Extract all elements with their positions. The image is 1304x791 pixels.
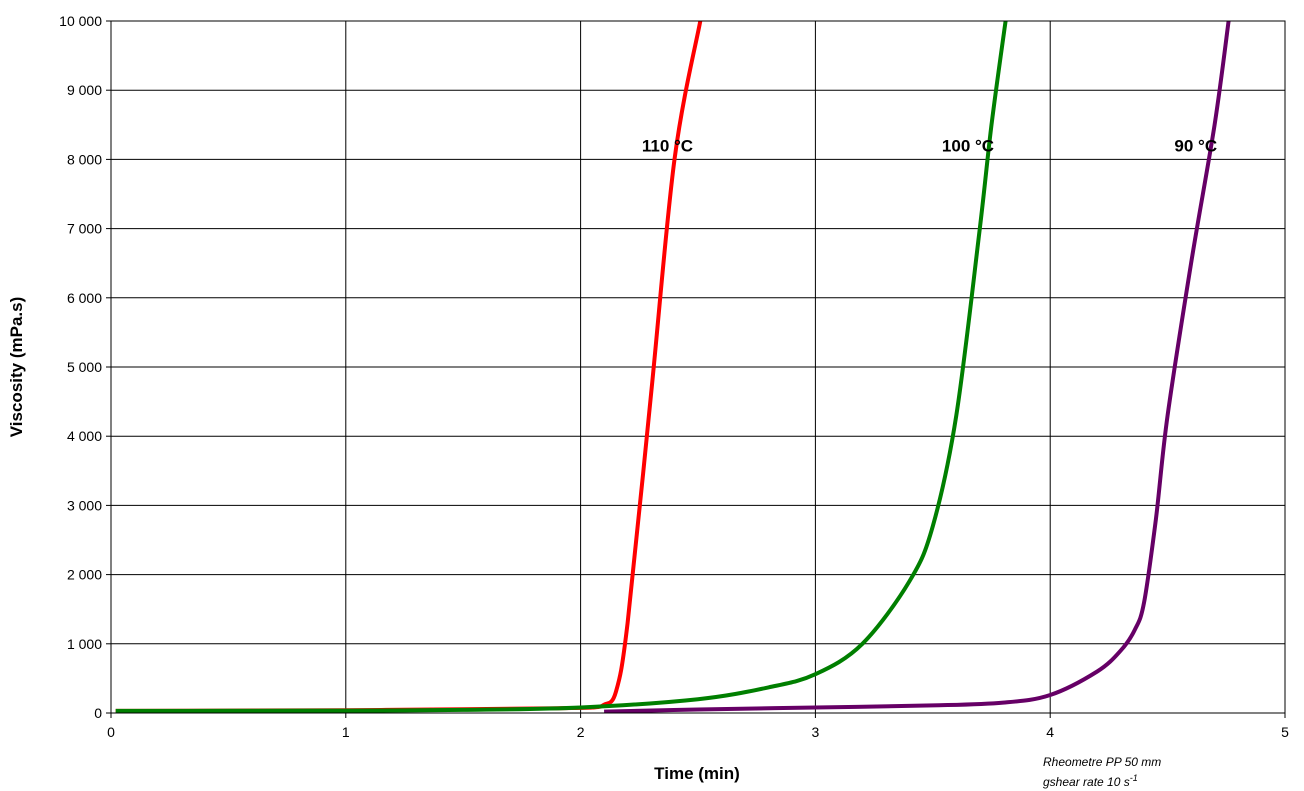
series-layer: [115, 20, 1231, 713]
y-tick-label: 1 000: [67, 636, 102, 652]
annotation-line-2-text: gshear rate 10 s: [1043, 775, 1130, 789]
series-label-100-c: 100 °C: [942, 137, 994, 156]
y-tick-label: 7 000: [67, 221, 102, 237]
axis-layer: 0 1 000 2 000 3 000 4 000 5 000 6 000 7 000 8 00…: [59, 13, 1289, 740]
x-tick-label: 2: [577, 724, 585, 740]
y-tick-label: 10 000: [59, 13, 102, 29]
x-tick-label: 0: [107, 724, 115, 740]
x-tick-label: 1: [342, 724, 350, 740]
grid-layer: [110, 20, 1286, 714]
x-tick-label: 3: [812, 724, 820, 740]
annotation-line-1: Rheometre PP 50 mm: [1043, 755, 1161, 769]
y-tick-label: 9 000: [67, 82, 102, 98]
x-tick-label: 5: [1281, 724, 1289, 740]
y-tick-label: 5 000: [67, 359, 102, 375]
series-label-110-c: 110 °C: [642, 137, 693, 156]
series-line-110-c: [115, 20, 703, 713]
x-tick-label: 4: [1046, 724, 1054, 740]
x-axis-title: Time (min): [654, 764, 740, 783]
series-label-90-c: 90 °C: [1174, 137, 1217, 156]
y-tick-label: 8 000: [67, 151, 102, 167]
annotation-superscript: -1: [1130, 773, 1138, 783]
y-tick-label: 3 000: [67, 497, 102, 513]
plot-frame: [110, 20, 1286, 714]
y-tick-label: 2 000: [67, 567, 102, 583]
y-tick-label: 4 000: [67, 428, 102, 444]
y-axis-title: Viscosity (mPa.s): [7, 297, 26, 437]
y-tick-label: 0: [94, 705, 102, 721]
label-layer: 110 °C 100 °C 90 °C: [642, 137, 1217, 156]
series-line-100-c: [115, 20, 1008, 713]
y-tick-label: 6 000: [67, 290, 102, 306]
annotation-line-2: gshear rate 10 s-1: [1043, 773, 1138, 789]
series-line-90-c: [604, 20, 1231, 713]
